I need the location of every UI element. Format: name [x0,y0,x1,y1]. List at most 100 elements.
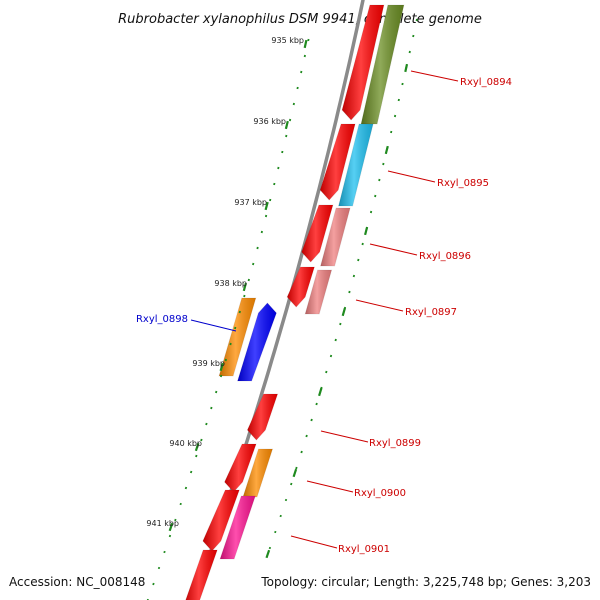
minor-tick [146,598,149,600]
major-tick [364,226,369,236]
gene-0897-shade [287,267,315,307]
minor-tick [285,134,288,138]
minor-tick [325,370,328,374]
genome-summary-text: Topology: circular; Length: 3,225,748 bp… [260,575,591,589]
kbp-label: 940 kbp [169,439,202,448]
scale-labels: 935 kbp 936 kbp 937 kbp 938 kbp 939 kbp … [146,36,304,528]
cds-0901-shade [220,496,256,559]
gene-label-rxyl-0901[interactable]: Rxyl_0901 [338,544,390,555]
leader-line [320,430,369,443]
major-tick [194,442,200,452]
cds-0896-shade [320,208,351,266]
minor-tick [189,470,193,474]
leader-line [369,243,418,256]
minor-tick [210,406,213,410]
minor-tick [260,230,263,234]
major-tick [265,549,271,559]
minor-tick [224,358,227,362]
kbp-label: 937 kbp [234,198,267,207]
minor-tick [274,530,277,534]
minor-tick [174,518,177,522]
minor-tick [369,210,373,214]
minor-tick [264,214,268,218]
cds-0897-shade [305,270,332,314]
gene-0898-shade [237,303,277,381]
minor-tick [215,390,218,394]
major-tick [264,201,269,211]
map-title: Rubrobacter xylanophilus DSM 9941, compl… [118,12,482,27]
cds-0894-shade [361,5,404,124]
minor-tick [295,466,298,470]
gene-0894-shade [342,5,384,120]
gene-label-rxyl-0899[interactable]: Rxyl_0899 [369,438,421,449]
minor-tick [315,402,318,406]
minor-tick [163,550,166,554]
kbp-label: 939 kbp [192,359,225,368]
gene-label-rxyl-0896[interactable]: Rxyl_0896 [419,251,471,262]
minor-tick [300,70,303,74]
major-tick [384,145,389,155]
minor-tick [334,338,337,342]
minor-tick [415,18,418,22]
minor-tick [268,546,272,550]
gene-label-rxyl-0900[interactable]: Rxyl_0900 [354,488,406,499]
minor-tick [300,450,303,454]
feature-track[interactable] [184,4,405,600]
minor-tick [310,418,313,422]
major-tick [219,362,224,372]
gene-label-rxyl-0897[interactable]: Rxyl_0897 [405,307,457,318]
minor-tick [200,438,203,442]
minor-tick [195,454,198,458]
minor-tick [152,582,155,586]
minor-tick [352,274,356,278]
minor-tick [256,246,259,250]
minor-tick [179,502,182,506]
kbp-label: 935 kbp [271,36,304,45]
minor-tick [357,258,360,262]
minor-tick [247,278,250,282]
minor-tick [374,194,377,198]
major-tick [168,522,174,532]
minor-tick [382,162,385,166]
minor-tick [292,102,295,106]
minor-tick [205,422,208,426]
gene-label-rxyl-0898[interactable]: Rxyl_0898 [136,314,188,325]
leader-line [355,299,404,312]
minor-tick [339,322,342,326]
kbp-label: 936 kbp [253,117,286,126]
gene-label-rxyl-0894[interactable]: Rxyl_0894 [460,77,512,88]
minor-tick [329,354,333,358]
minor-tick [234,326,237,330]
leader-line [306,480,354,493]
gene-0902-shade [185,550,218,600]
scale-ticks [146,18,418,600]
label-leaders [190,70,459,549]
kbp-label: 941 kbp [146,519,179,528]
leader-line [410,70,459,82]
leader-line [190,319,237,332]
minor-tick [303,54,306,58]
minor-tick [279,514,282,518]
major-tick [318,387,323,397]
gene-labels: Rxyl_0894 Rxyl_0895 Rxyl_0896 Rxyl_0897 … [136,77,512,555]
cds-0898-shade [219,298,256,376]
gene-label-rxyl-0895[interactable]: Rxyl_0895 [437,178,489,189]
major-tick [341,307,346,317]
minor-tick [229,342,232,346]
minor-tick [219,374,223,378]
minor-tick [290,482,293,486]
minor-tick [378,178,381,182]
major-tick [242,282,247,292]
minor-tick [361,242,364,246]
major-tick [404,63,409,73]
gene-0899-shade [247,394,278,440]
accession-text: Accession: NC_008148 [9,575,145,589]
minor-tick [157,566,161,570]
minor-tick [238,310,241,314]
minor-tick [284,498,288,502]
cds-0895-shade [338,124,374,206]
leader-line [290,535,338,549]
leader-line [387,170,436,183]
gene-0901-shade [202,490,240,551]
minor-tick [408,50,411,54]
